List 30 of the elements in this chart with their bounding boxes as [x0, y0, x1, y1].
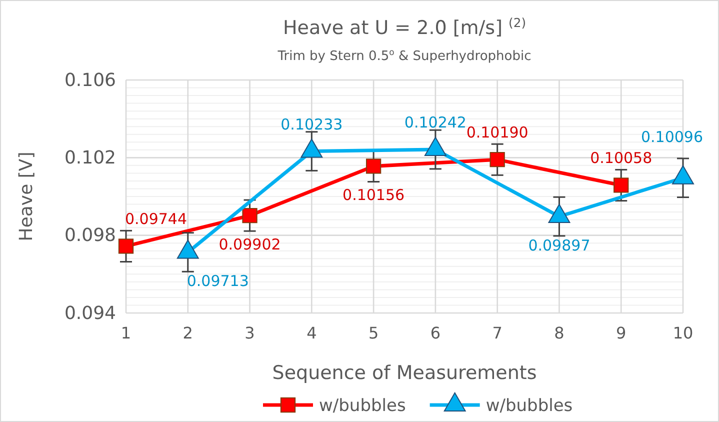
x-tick-label: 6 [430, 323, 441, 342]
data-label: 0.10242 [404, 114, 466, 132]
x-tick-label: 1 [120, 323, 132, 342]
chart-title: Heave at U = 2.0 [m/s] $^{(2)}$ [282, 16, 526, 39]
data-label: 0.09902 [218, 236, 281, 254]
y-axis-title: Heave [V] [16, 152, 37, 242]
data-label: 0.09713 [186, 272, 249, 290]
data-label: 0.10096 [640, 128, 703, 146]
y-tick-label: 0.106 [64, 70, 116, 91]
y-tick-label: 0.094 [64, 302, 116, 324]
y-tick-label: 0.098 [64, 225, 116, 246]
legend-label: w/bubbles [486, 396, 573, 416]
x-tick-label: 10 [672, 323, 694, 342]
chart-subtitle: Trim by Stern 0.5$^{o}$ & Superhydrophobic [276, 47, 532, 64]
y-tick-label: 0.102 [64, 147, 116, 168]
x-axis-title: Sequence of Measurements [272, 362, 537, 384]
data-label: 0.09897 [528, 236, 590, 254]
x-tick-label: 5 [368, 323, 379, 342]
data-label: 0.10058 [590, 149, 652, 168]
x-tick-label: 2 [182, 323, 193, 342]
x-tick-label: 4 [306, 323, 317, 342]
data-label: 0.10156 [342, 186, 405, 204]
data-label: 0.10233 [280, 115, 343, 134]
legend-label: w/bubbles [319, 396, 406, 416]
x-tick-label: 9 [616, 323, 626, 342]
x-tick-label: 8 [554, 323, 564, 342]
data-label: 0.09744 [124, 210, 188, 228]
data-label: 0.10190 [466, 124, 528, 142]
x-tick-label: 3 [244, 323, 255, 342]
x-tick-label: 7 [492, 323, 502, 342]
